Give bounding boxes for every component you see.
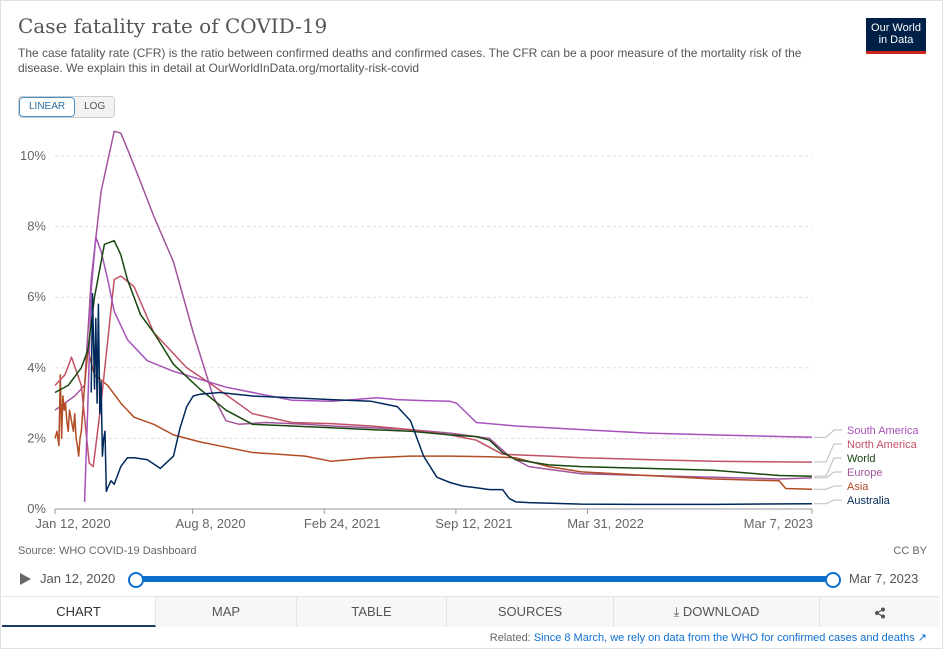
- chart-subtitle: The case fatality rate (CFR) is the rati…: [18, 46, 802, 75]
- label-leader-line: [814, 443, 842, 463]
- tab-chart[interactable]: CHART: [2, 597, 156, 627]
- x-tick-label: Feb 24, 2021: [304, 516, 381, 531]
- series-line-north-america[interactable]: [54, 275, 813, 468]
- timeline-start-handle[interactable]: [128, 572, 144, 588]
- series-labels: South America North America World Europe Asi…: [814, 425, 919, 507]
- y-axis-ticks: 0% 2% 4% 6% 8% 10%: [20, 148, 46, 516]
- related-prefix: Related:: [489, 632, 531, 644]
- line-chart: 0% 2% 4% 6% 8% 10% Jan 12, 2020 Aug 8, 2020 Feb…: [20, 130, 919, 531]
- label-leader-line: [814, 499, 842, 505]
- tab-map[interactable]: MAP: [156, 597, 297, 627]
- y-tick-label: 8%: [27, 219, 46, 234]
- x-tick-label: Mar 7, 2023: [744, 516, 813, 531]
- bottom-tabs: CHART MAP TABLE SOURCES ⤓ DOWNLOAD: [2, 596, 939, 627]
- timeline-start-label: Jan 12, 2020: [40, 571, 116, 586]
- linear-scale-button[interactable]: LINEAR: [19, 97, 76, 117]
- tab-table[interactable]: TABLE: [297, 597, 447, 627]
- tab-download[interactable]: ⤓ DOWNLOAD: [614, 597, 820, 627]
- grid-lines: [55, 155, 812, 510]
- source-note: Source: WHO COVID-19 Dashboard: [18, 545, 197, 557]
- play-icon[interactable]: [20, 573, 31, 585]
- timeline: Jan 12, 2020 Mar 7, 2023: [0, 566, 943, 592]
- x-tick-label: Aug 8, 2020: [176, 516, 246, 531]
- series-label-australia[interactable]: Australia: [847, 495, 891, 507]
- related-link[interactable]: Since 8 March, we rely on data from the …: [533, 632, 915, 644]
- timeline-track[interactable]: [136, 576, 833, 582]
- scale-toggle: LINEAR LOG: [18, 96, 116, 118]
- series-line-south-america[interactable]: [83, 236, 813, 502]
- y-tick-label: 6%: [27, 289, 46, 304]
- logo-line-1: Our World: [871, 22, 921, 34]
- license-link[interactable]: CC BY: [893, 545, 927, 557]
- download-icon: ⤓: [673, 604, 683, 619]
- tab-download-label: DOWNLOAD: [682, 604, 760, 619]
- owid-logo[interactable]: Our World in Data: [866, 18, 926, 54]
- timeline-end-label: Mar 7, 2023: [849, 571, 919, 586]
- series-label-south-america[interactable]: South America: [847, 425, 919, 437]
- y-tick-label: 0%: [27, 501, 46, 516]
- tab-share[interactable]: [820, 597, 939, 627]
- series-label-asia[interactable]: Asia: [847, 481, 869, 493]
- x-tick-label: Jan 12, 2020: [35, 516, 110, 531]
- series-line-europe[interactable]: [54, 130, 813, 480]
- share-icon: [874, 607, 885, 619]
- series-line-asia[interactable]: [54, 349, 813, 490]
- related-note: Related: Since 8 March, we rely on data …: [490, 631, 927, 644]
- x-axis: Jan 12, 2020 Aug 8, 2020 Feb 24, 2021 Sep 1…: [35, 509, 813, 531]
- logo-accent-bar: [866, 51, 926, 54]
- label-leader-line: [814, 485, 842, 490]
- timeline-end-handle[interactable]: [825, 572, 841, 588]
- tab-sources[interactable]: SOURCES: [447, 597, 614, 627]
- y-tick-label: 2%: [27, 430, 46, 445]
- series-label-europe[interactable]: Europe: [847, 467, 882, 479]
- label-leader-line: [814, 457, 842, 477]
- label-leader-line: [814, 429, 842, 438]
- series-label-north-america[interactable]: North America: [847, 439, 918, 451]
- x-tick-label: Sep 12, 2021: [435, 516, 512, 531]
- label-leader-line: [814, 471, 842, 479]
- x-tick-label: Mar 31, 2022: [567, 516, 644, 531]
- y-tick-label: 4%: [27, 360, 46, 375]
- series-label-world[interactable]: World: [847, 453, 876, 465]
- log-scale-button[interactable]: LOG: [75, 97, 115, 117]
- series-line-australia[interactable]: [90, 292, 813, 506]
- logo-line-2: in Data: [878, 34, 914, 46]
- chart-title: Case fatality rate of COVID-19: [18, 14, 328, 38]
- series-lines: [54, 130, 813, 506]
- y-tick-label: 10%: [20, 148, 46, 163]
- series-line-world[interactable]: [54, 239, 813, 477]
- external-link-icon[interactable]: ↗: [917, 632, 927, 644]
